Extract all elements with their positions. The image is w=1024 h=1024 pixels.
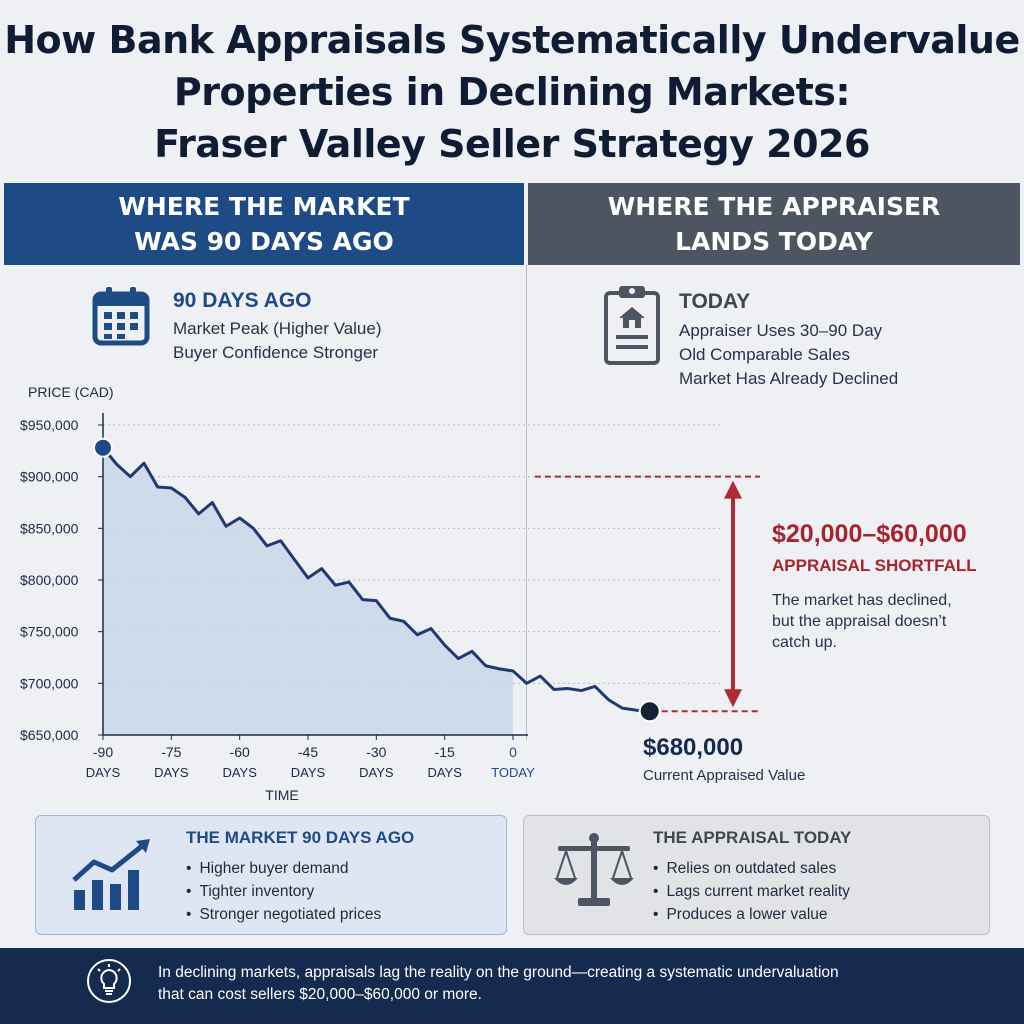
title-line: Fraser Valley Seller Strategy 2026 [154, 122, 870, 166]
shortfall-note-line: The market has declined, [772, 592, 952, 609]
y-axis-label: PRICE (CAD) [28, 384, 114, 400]
panel-item: Tighter inventory [186, 880, 414, 903]
shortfall-note-line: but the appraisal doesn’t [772, 613, 947, 630]
block-line: Old Comparable Sales [679, 345, 851, 364]
panel-heading: THE MARKET 90 DAYS AGO [186, 828, 415, 847]
shortfall-label: APPRAISAL SHORTFALL [772, 556, 977, 575]
x-tick-label: -45 [298, 744, 318, 760]
x-tick-label: DAYS [154, 765, 189, 780]
column-divider [526, 265, 527, 740]
block-line: Market Has Already Declined [679, 369, 899, 388]
current-value-label: Current Appraised Value [643, 767, 806, 784]
y-tick-label: $900,000 [20, 469, 79, 485]
block-heading: 90 DAYS AGO [173, 289, 312, 312]
block-heading: TODAY [679, 290, 751, 313]
growth-chart-icon [70, 838, 156, 912]
y-tick-label: $800,000 [20, 572, 79, 588]
x-tick-label: -90 [93, 744, 113, 760]
calendar-icon [92, 286, 150, 346]
x-tick-label: TODAY [491, 765, 535, 780]
banner-line: WHERE THE MARKET [118, 192, 410, 221]
shortfall-range: $20,000–$60,000 [772, 520, 967, 548]
current-value-amount: $680,000 [643, 734, 744, 761]
y-tick-label: $850,000 [20, 520, 79, 536]
end-point [638, 700, 661, 723]
scales-icon [552, 830, 636, 912]
panel-heading: THE APPRAISAL TODAY [653, 828, 852, 847]
series-line [101, 446, 650, 713]
panel-item: Lags current market reality [653, 880, 851, 903]
x-tick-label: DAYS [427, 765, 462, 780]
panel-item: Higher buyer demand [186, 857, 414, 880]
price-chart: PRICE (CAD) $950,000 $900,000 $850,000 $800,… [20, 384, 760, 800]
shortfall-callout: $20,000–$60,000 APPRAISAL SHORTFALL The … [772, 520, 1017, 653]
footer-line: that can cost sellers $20,000–$60,000 or… [158, 986, 482, 1003]
banner-line: WHERE THE APPRAISER [607, 192, 941, 221]
y-tick-label: $950,000 [20, 417, 79, 433]
panel-item: Relies on outdated sales [653, 857, 851, 880]
block-line: Buyer Confidence Stronger [173, 343, 379, 362]
x-tick-label: -75 [161, 744, 181, 760]
footer-text: In declining markets, appraisals lag the… [158, 962, 978, 1006]
appraisal-today-panel: THE APPRAISAL TODAY Relies on outdated s… [523, 815, 990, 935]
panel-item: Produces a lower value [653, 903, 851, 926]
appraiser-today-block: TODAY Appraiser Uses 30–90 Day Old Compa… [679, 290, 898, 391]
title-line: How Bank Appraisals Systematically Under… [4, 18, 1020, 62]
x-tick-label: DAYS [359, 765, 394, 780]
title-line: Properties in Declining Markets: [173, 70, 851, 114]
y-tick-label: $700,000 [20, 675, 79, 691]
block-line: Appraiser Uses 30–90 Day [679, 321, 883, 340]
page-title: How Bank Appraisals Systematically Under… [0, 14, 1024, 170]
x-tick-label: -15 [435, 744, 455, 760]
start-point [93, 437, 113, 458]
market-90-days-ago-panel: THE MARKET 90 DAYS AGO Higher buyer dema… [35, 815, 507, 935]
x-axis-label: TIME [265, 787, 298, 800]
panel-item: Stronger negotiated prices [186, 903, 414, 926]
x-tick-label: DAYS [291, 765, 326, 780]
footer-banner [0, 948, 1024, 1024]
banner-line: LANDS TODAY [675, 227, 873, 256]
lightbulb-icon [86, 958, 132, 1004]
x-tick-label: -60 [230, 744, 250, 760]
shortfall-arrow-head-up [724, 480, 742, 499]
x-tick-label: 0 [509, 744, 517, 760]
clipboard-house-icon [603, 283, 661, 367]
shortfall-arrow-head-down [724, 689, 742, 708]
x-tick-label: -30 [366, 744, 386, 760]
block-line: Market Peak (Higher Value) [173, 319, 382, 338]
banner-appraiser-today: WHERE THE APPRAISER LANDS TODAY [528, 183, 1020, 265]
banner-market-90-days-ago: WHERE THE MARKET WAS 90 DAYS AGO [4, 183, 524, 265]
market-90-days-ago-block: 90 DAYS AGO Market Peak (Higher Value) B… [173, 289, 382, 365]
y-tick-label: $750,000 [20, 624, 79, 640]
shortfall-note-line: catch up. [772, 634, 837, 651]
footer-line: In declining markets, appraisals lag the… [158, 964, 839, 981]
x-tick-label: DAYS [222, 765, 257, 780]
x-tick-label: DAYS [86, 765, 121, 780]
area-fill [103, 447, 513, 735]
banner-line: WAS 90 DAYS AGO [134, 227, 394, 256]
y-tick-label: $650,000 [20, 727, 79, 743]
current-value-callout: $680,000 Current Appraised Value [643, 734, 805, 784]
